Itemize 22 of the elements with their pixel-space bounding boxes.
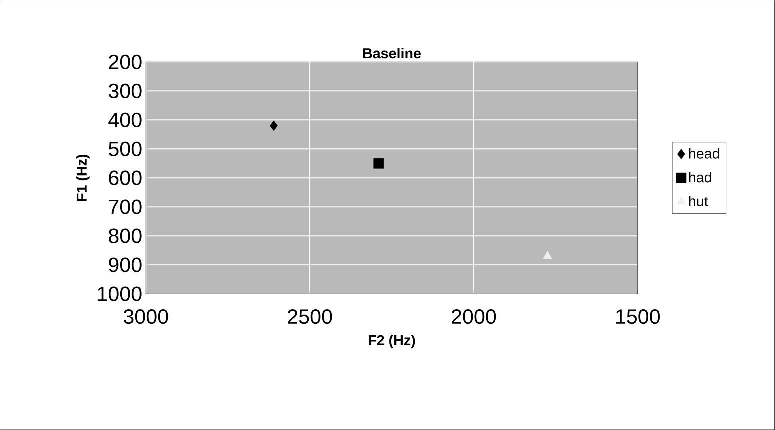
y-tick-label: 1000 [98,286,142,302]
y-tick-label: 600 [109,170,142,186]
point [270,120,278,132]
point [543,251,552,259]
point [374,158,384,169]
y-tick-label: 500 [108,142,142,156]
x-tick-label: 1500 [616,309,660,324]
x-tick-label: 2500 [288,309,332,324]
y-tick-label: 800 [109,228,142,244]
x-axis-title: F2 (Hz) [369,334,416,348]
chart-title: Baseline [363,48,421,59]
y-tick-label: 300 [108,84,142,98]
y-tick-label: 900 [109,258,142,272]
y-tick-label: 400 [108,112,142,128]
legend-label: had [689,172,712,183]
x-tick-label: 3000 [124,309,168,324]
y-tick-label: 200 [109,54,142,70]
y-tick-label: 700 [109,200,142,214]
legend-label: hut [689,196,708,206]
legend-label: head [689,148,720,159]
x-tick-label: 2000 [452,309,496,324]
y-axis-title: F1 (Hz) [76,154,90,201]
